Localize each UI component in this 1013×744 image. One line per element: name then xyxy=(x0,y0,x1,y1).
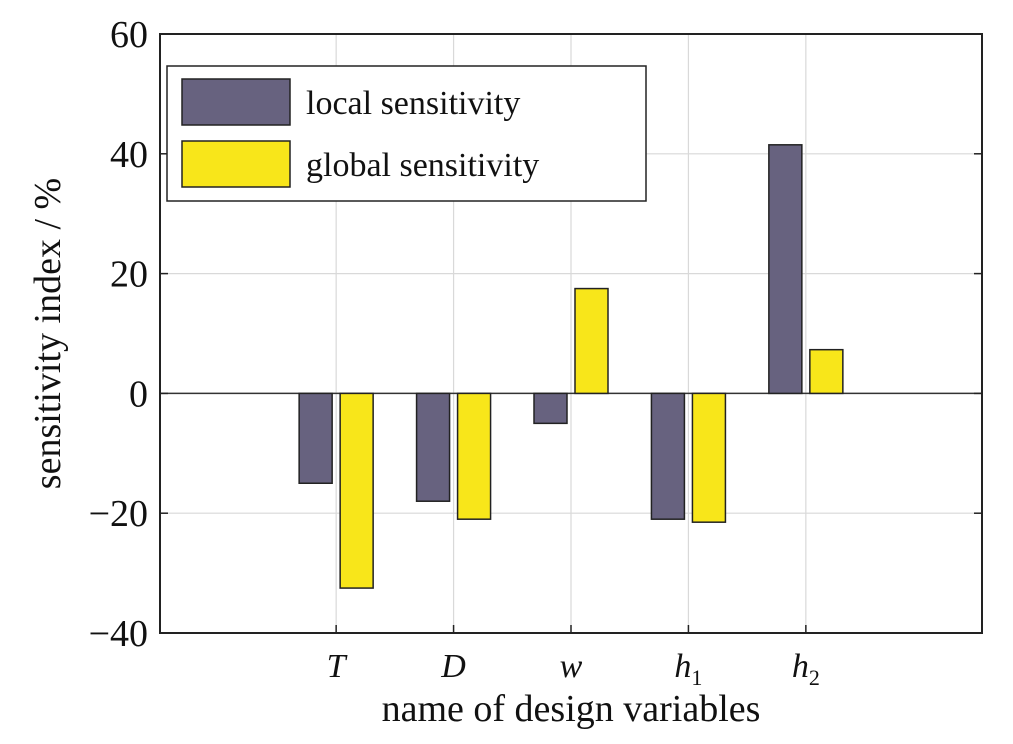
y-tick-label: −40 xyxy=(89,613,148,655)
bar-global-h2 xyxy=(809,348,844,395)
x-tick-label: D xyxy=(440,648,466,685)
bars-group xyxy=(298,144,844,589)
bar-local-w xyxy=(533,392,568,425)
legend-label: global sensitivity xyxy=(306,147,539,184)
x-tick-label: w xyxy=(560,648,583,685)
bar-global-w xyxy=(574,287,609,395)
bar-local-T xyxy=(298,392,333,484)
bar-local-h1 xyxy=(650,392,686,520)
y-tick-label: 0 xyxy=(129,373,148,415)
bar-local-D xyxy=(415,392,451,502)
x-tick-label: h2 xyxy=(792,648,820,690)
bar-global-D xyxy=(456,392,492,520)
bar-global-T xyxy=(339,392,374,589)
x-tick-label: T xyxy=(327,648,348,685)
y-axis-title: sensitivity index / % xyxy=(27,178,69,489)
y-tick-label: −20 xyxy=(89,493,148,535)
legend-swatch xyxy=(181,78,291,126)
x-axis-title: name of design variables xyxy=(382,688,761,730)
bar-local-h2 xyxy=(768,144,803,395)
legend-swatch xyxy=(181,140,291,188)
y-tick-label: 60 xyxy=(110,14,148,56)
bar-global-h1 xyxy=(691,392,727,523)
y-tick-label: 40 xyxy=(110,134,148,176)
x-tick-label: h1 xyxy=(674,648,702,690)
y-axis-ticks: −40 −20 0 20 40 60 xyxy=(89,14,982,655)
legend-label: local sensitivity xyxy=(306,85,520,122)
y-tick-label: 20 xyxy=(110,254,148,296)
legend: local sensitivity global sensitivity xyxy=(166,65,647,202)
